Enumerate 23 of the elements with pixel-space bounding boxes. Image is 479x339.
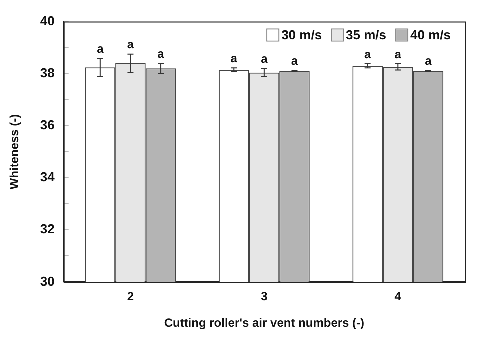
annotation: a: [394, 47, 402, 62]
y-tick-label: 40: [40, 13, 55, 28]
y-axis-title: Whiteness (-): [8, 114, 22, 190]
annotation: a: [425, 54, 432, 68]
annotation: a: [364, 47, 372, 62]
annotation: a: [127, 38, 134, 52]
x-tick-label: 2: [127, 290, 134, 304]
annotation: a: [291, 54, 298, 68]
annotation: a: [97, 42, 104, 56]
legend-label: 40 m/s: [410, 27, 452, 42]
annotation: a: [230, 51, 238, 66]
x-axis-title: Cutting roller's air vent numbers (-): [164, 316, 365, 330]
x-tick-label: 3: [261, 290, 268, 304]
annotation: a: [261, 52, 268, 66]
y-tick-label: 30: [40, 274, 55, 289]
legend-label: 30 m/s: [282, 27, 322, 42]
annotation: a: [158, 46, 165, 61]
y-tick-label: 36: [40, 118, 55, 133]
y-tick-label: 32: [40, 222, 55, 237]
legend-label: 35 m/s: [346, 27, 387, 42]
x-tick-label: 4: [394, 290, 402, 304]
y-tick-label: 34: [40, 170, 56, 185]
y-tick-label: 38: [40, 65, 55, 80]
